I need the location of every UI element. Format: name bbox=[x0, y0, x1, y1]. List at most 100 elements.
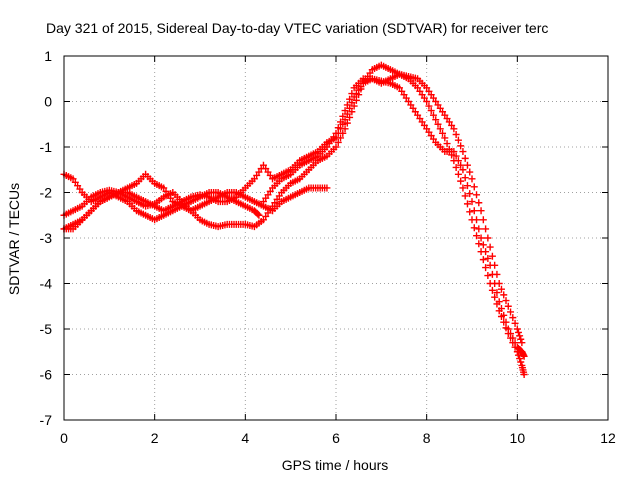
y-tick-label: 1 bbox=[44, 48, 52, 64]
data-point bbox=[470, 224, 478, 232]
data-point bbox=[493, 289, 501, 297]
data-point bbox=[507, 330, 515, 338]
y-tick-label: -7 bbox=[40, 412, 53, 428]
data-point bbox=[502, 297, 510, 305]
data-point bbox=[468, 175, 476, 183]
data-point bbox=[463, 161, 471, 169]
data-point bbox=[443, 140, 451, 148]
data-point bbox=[459, 184, 467, 192]
data-point bbox=[466, 190, 474, 198]
y-tick-label: -6 bbox=[40, 367, 53, 383]
data-point bbox=[323, 184, 331, 192]
x-tick-label: 6 bbox=[332, 430, 340, 446]
data-points bbox=[60, 61, 528, 378]
y-tick-labels: 1 0 -1 -2 -3 -4 -5 -6 -7 bbox=[40, 48, 53, 428]
data-point bbox=[459, 166, 467, 174]
data-point bbox=[511, 319, 519, 327]
data-point bbox=[509, 334, 517, 342]
x-tick-label: 0 bbox=[60, 430, 68, 446]
data-point bbox=[520, 352, 528, 360]
data-point bbox=[436, 125, 444, 133]
data-point bbox=[502, 318, 510, 326]
data-point bbox=[518, 339, 526, 347]
data-point bbox=[475, 225, 483, 233]
data-point bbox=[337, 118, 345, 126]
data-point bbox=[516, 355, 524, 363]
data-point bbox=[482, 264, 490, 272]
x-tick-labels: 0 2 4 6 8 10 12 bbox=[60, 430, 616, 446]
x-tick-label: 8 bbox=[423, 430, 431, 446]
series-track-d bbox=[60, 170, 331, 233]
data-point bbox=[504, 325, 512, 333]
data-point bbox=[429, 111, 437, 119]
data-point bbox=[511, 339, 519, 347]
data-point bbox=[463, 182, 471, 190]
data-point bbox=[479, 256, 487, 264]
data-point bbox=[459, 148, 467, 156]
data-point bbox=[454, 157, 462, 165]
x-tick-label: 4 bbox=[241, 430, 249, 446]
data-point bbox=[254, 210, 262, 218]
y-tick-label: 0 bbox=[44, 94, 52, 110]
data-point bbox=[493, 270, 501, 278]
data-point bbox=[466, 208, 474, 216]
data-point bbox=[425, 102, 433, 110]
y-tick-label: -1 bbox=[40, 139, 53, 155]
data-point bbox=[497, 305, 505, 313]
data-point bbox=[427, 107, 435, 115]
data-point bbox=[479, 216, 487, 224]
data-point bbox=[484, 272, 492, 280]
data-point bbox=[475, 240, 483, 248]
data-point bbox=[520, 371, 528, 378]
series-track-c bbox=[60, 75, 528, 360]
y-tick-label: -2 bbox=[40, 185, 53, 201]
data-point bbox=[500, 311, 508, 319]
data-point bbox=[441, 134, 449, 142]
data-point bbox=[332, 129, 340, 137]
data-point bbox=[439, 129, 447, 137]
data-point bbox=[475, 199, 483, 207]
data-point bbox=[514, 328, 522, 336]
data-point bbox=[482, 248, 490, 256]
data-point bbox=[461, 154, 469, 162]
series-track-e bbox=[259, 70, 526, 347]
data-point bbox=[454, 136, 462, 144]
data-point bbox=[457, 142, 465, 150]
data-point bbox=[484, 234, 492, 242]
data-point bbox=[457, 161, 465, 169]
data-point bbox=[500, 291, 508, 299]
data-point bbox=[457, 177, 465, 185]
data-point bbox=[477, 234, 485, 242]
data-point bbox=[495, 298, 503, 306]
data-point bbox=[423, 98, 431, 105]
data-point bbox=[450, 148, 458, 156]
data-point bbox=[343, 101, 351, 109]
series-track-b bbox=[60, 61, 528, 378]
data-point bbox=[482, 225, 490, 233]
y-axis-title: SDTVAR / TECUs bbox=[6, 183, 22, 295]
data-point bbox=[484, 254, 492, 262]
data-point bbox=[497, 285, 505, 293]
data-point bbox=[346, 95, 354, 103]
data-point bbox=[517, 358, 525, 366]
data-point bbox=[479, 241, 487, 249]
x-axis-title: GPS time / hours bbox=[282, 457, 389, 473]
data-point bbox=[473, 232, 481, 240]
data-point bbox=[495, 280, 503, 287]
data-point bbox=[517, 335, 525, 343]
data-point bbox=[466, 168, 474, 176]
data-point bbox=[468, 198, 476, 206]
data-point bbox=[516, 332, 524, 340]
x-tick-label: 2 bbox=[151, 430, 159, 446]
data-point bbox=[507, 308, 515, 316]
y-tick-label: -4 bbox=[40, 276, 53, 292]
y-tick-label: -3 bbox=[40, 230, 53, 246]
data-point bbox=[332, 143, 340, 151]
data-point bbox=[486, 243, 494, 251]
data-point bbox=[348, 90, 356, 98]
data-point bbox=[334, 124, 342, 132]
x-tick-label: 12 bbox=[600, 430, 616, 446]
data-point bbox=[461, 174, 469, 182]
data-point bbox=[334, 138, 342, 146]
